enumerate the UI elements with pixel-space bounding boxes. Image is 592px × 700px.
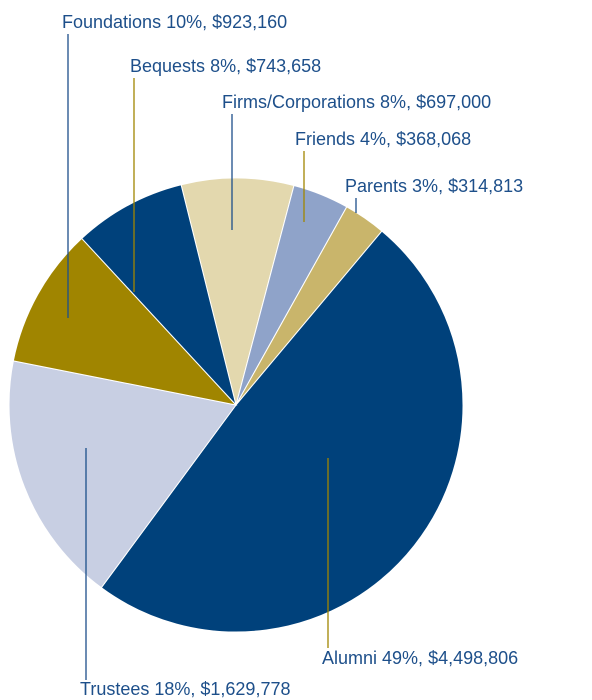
slice-amount: $4,498,806 <box>428 648 518 668</box>
slice-label: Bequests 8%, $743,658 <box>130 56 321 76</box>
slice-name: Parents <box>345 176 407 196</box>
pie-slice <box>8 360 237 589</box>
slice-name: Friends <box>295 129 355 149</box>
pie-slice <box>100 230 464 633</box>
slice-amount: $1,629,778 <box>200 679 290 699</box>
slice-label: Foundations 10%, $923,160 <box>62 12 287 32</box>
slice-name: Foundations <box>62 12 161 32</box>
slice-percent: 10%, <box>166 12 207 32</box>
slice-amount: $314,813 <box>448 176 523 196</box>
slice-label: Alumni 49%, $4,498,806 <box>322 648 518 668</box>
slice-name: Alumni <box>322 648 377 668</box>
slice-percent: 4%, <box>360 129 391 149</box>
slice-label: Trustees 18%, $1,629,778 <box>80 679 290 699</box>
pie-slice <box>81 184 237 406</box>
slice-name: Firms/Corporations <box>222 92 375 112</box>
slice-percent: 8%, <box>380 92 411 112</box>
slice-label: Friends 4%, $368,068 <box>295 129 471 149</box>
slice-label: Parents 3%, $314,813 <box>345 176 523 196</box>
slice-amount: $923,160 <box>212 12 287 32</box>
slice-label: Firms/Corporations 8%, $697,000 <box>222 92 491 112</box>
slice-amount: $368,068 <box>396 129 471 149</box>
slice-name: Bequests <box>130 56 205 76</box>
pie-slice <box>180 177 295 406</box>
slice-percent: 49%, <box>382 648 423 668</box>
slice-percent: 3%, <box>412 176 443 196</box>
slice-percent: 18%, <box>154 679 195 699</box>
pie-slice <box>12 237 238 406</box>
slice-amount: $743,658 <box>246 56 321 76</box>
slice-percent: 8%, <box>210 56 241 76</box>
slice-amount: $697,000 <box>416 92 491 112</box>
slice-name: Trustees <box>80 679 149 699</box>
